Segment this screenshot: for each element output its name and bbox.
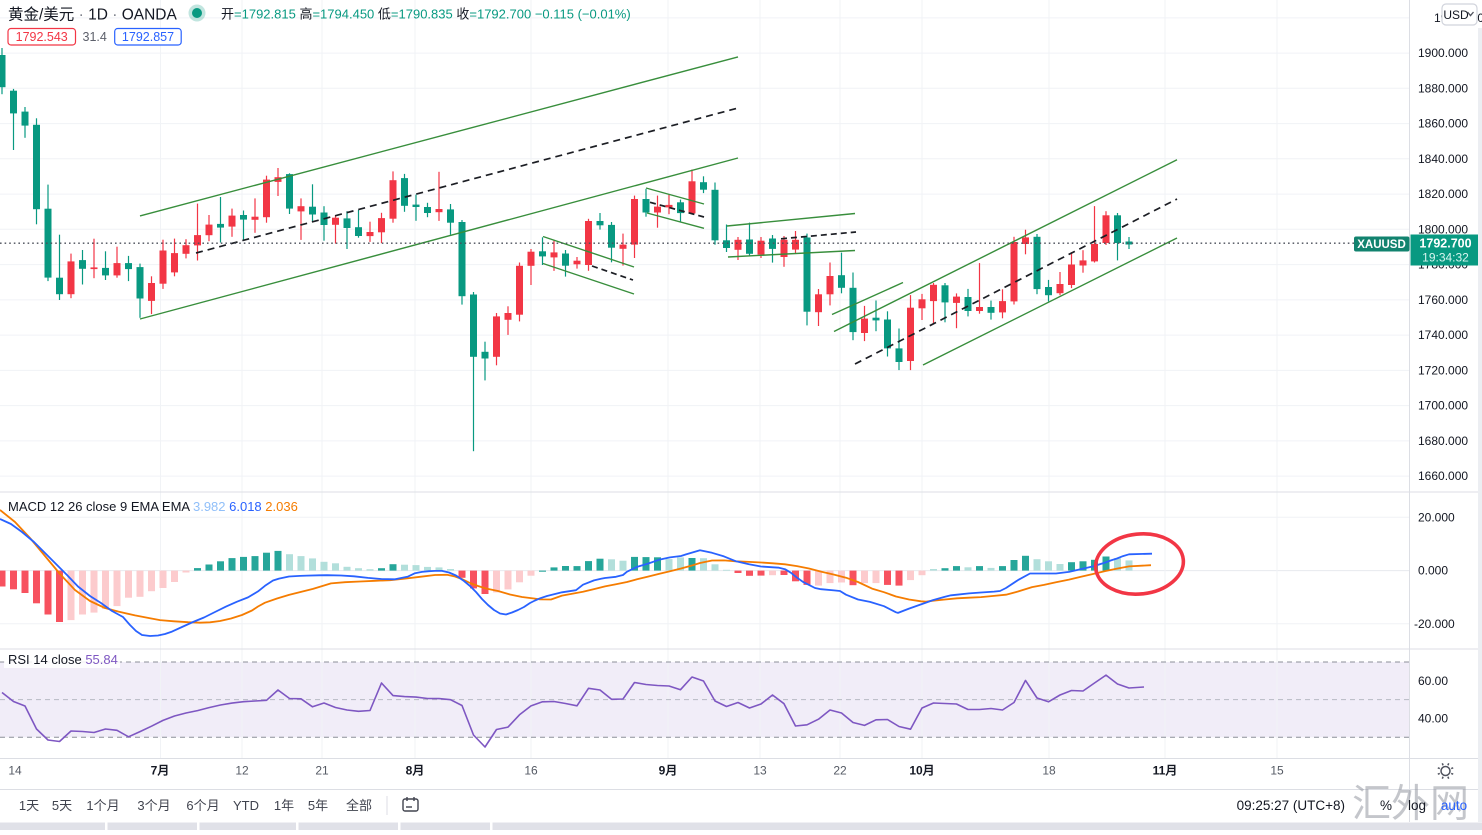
- svg-text:RSI 14 close 55.84: RSI 14 close 55.84: [8, 652, 118, 667]
- svg-text:1天: 1天: [19, 798, 39, 813]
- svg-text:log: log: [1408, 798, 1426, 813]
- svg-text:0.000: 0.000: [1418, 564, 1448, 578]
- svg-text:09:25:27 (UTC+8): 09:25:27 (UTC+8): [1237, 798, 1345, 813]
- svg-text:XAUUSD: XAUUSD: [1357, 239, 1406, 251]
- svg-text:auto: auto: [1441, 798, 1467, 813]
- svg-text:21: 21: [315, 764, 329, 778]
- svg-text:1792.700: 1792.700: [1419, 237, 1471, 251]
- svg-text:60.00: 60.00: [1418, 674, 1448, 688]
- svg-text:开=1792.815 高=1794.450 低=1790.8: 开=1792.815 高=1794.450 低=1790.835 收=1792.…: [221, 7, 631, 22]
- svg-text:1年: 1年: [274, 798, 294, 813]
- svg-text:10月: 10月: [909, 764, 934, 778]
- svg-text:40.00: 40.00: [1418, 712, 1448, 726]
- svg-text:6个月: 6个月: [186, 798, 219, 813]
- svg-text:1个月: 1个月: [86, 798, 119, 813]
- svg-text:1760.000: 1760.000: [1418, 293, 1468, 307]
- svg-text:18: 18: [1042, 764, 1056, 778]
- svg-text:1860.000: 1860.000: [1418, 117, 1468, 131]
- svg-text:14: 14: [8, 764, 22, 778]
- svg-text:7月: 7月: [151, 764, 170, 778]
- svg-text:22: 22: [833, 764, 847, 778]
- svg-text:全部: 全部: [346, 798, 372, 813]
- svg-text:5天: 5天: [52, 798, 72, 813]
- svg-text:1720.000: 1720.000: [1418, 363, 1468, 377]
- svg-text:1880.000: 1880.000: [1418, 81, 1468, 95]
- svg-text:1740.000: 1740.000: [1418, 328, 1468, 342]
- svg-text:8月: 8月: [406, 764, 425, 778]
- svg-text:1840.000: 1840.000: [1418, 152, 1468, 166]
- svg-text:黄金/美元 · 1D · OANDA: 黄金/美元 · 1D · OANDA: [8, 6, 177, 24]
- svg-text:1800.000: 1800.000: [1418, 222, 1468, 236]
- svg-text:19:34:32: 19:34:32: [1422, 251, 1469, 265]
- svg-text:20.000: 20.000: [1418, 510, 1455, 524]
- svg-text:15: 15: [1270, 764, 1284, 778]
- svg-text:%: %: [1380, 798, 1392, 813]
- svg-text:16: 16: [524, 764, 538, 778]
- svg-text:11月: 11月: [1153, 764, 1178, 778]
- svg-text:9月: 9月: [659, 764, 678, 778]
- svg-text:YTD: YTD: [233, 798, 259, 813]
- svg-text:1792.857: 1792.857: [122, 30, 174, 44]
- svg-text:1660.000: 1660.000: [1418, 469, 1468, 483]
- svg-text:12: 12: [235, 764, 249, 778]
- svg-text:3个月: 3个月: [137, 798, 170, 813]
- svg-text:5年: 5年: [308, 798, 328, 813]
- svg-text:31.4: 31.4: [83, 30, 107, 44]
- svg-text:MACD 12 26 close 9 EMA EMA 3.9: MACD 12 26 close 9 EMA EMA 3.982 6.018 2…: [8, 499, 298, 514]
- svg-text:1700.000: 1700.000: [1418, 399, 1468, 413]
- svg-text:1792.543: 1792.543: [16, 30, 68, 44]
- svg-text:1680.000: 1680.000: [1418, 434, 1468, 448]
- svg-text:-20.000: -20.000: [1414, 617, 1455, 631]
- svg-text:1900.000: 1900.000: [1418, 46, 1468, 60]
- svg-text:13: 13: [753, 764, 767, 778]
- svg-text:1820.000: 1820.000: [1418, 187, 1468, 201]
- svg-text:USD: USD: [1443, 8, 1469, 22]
